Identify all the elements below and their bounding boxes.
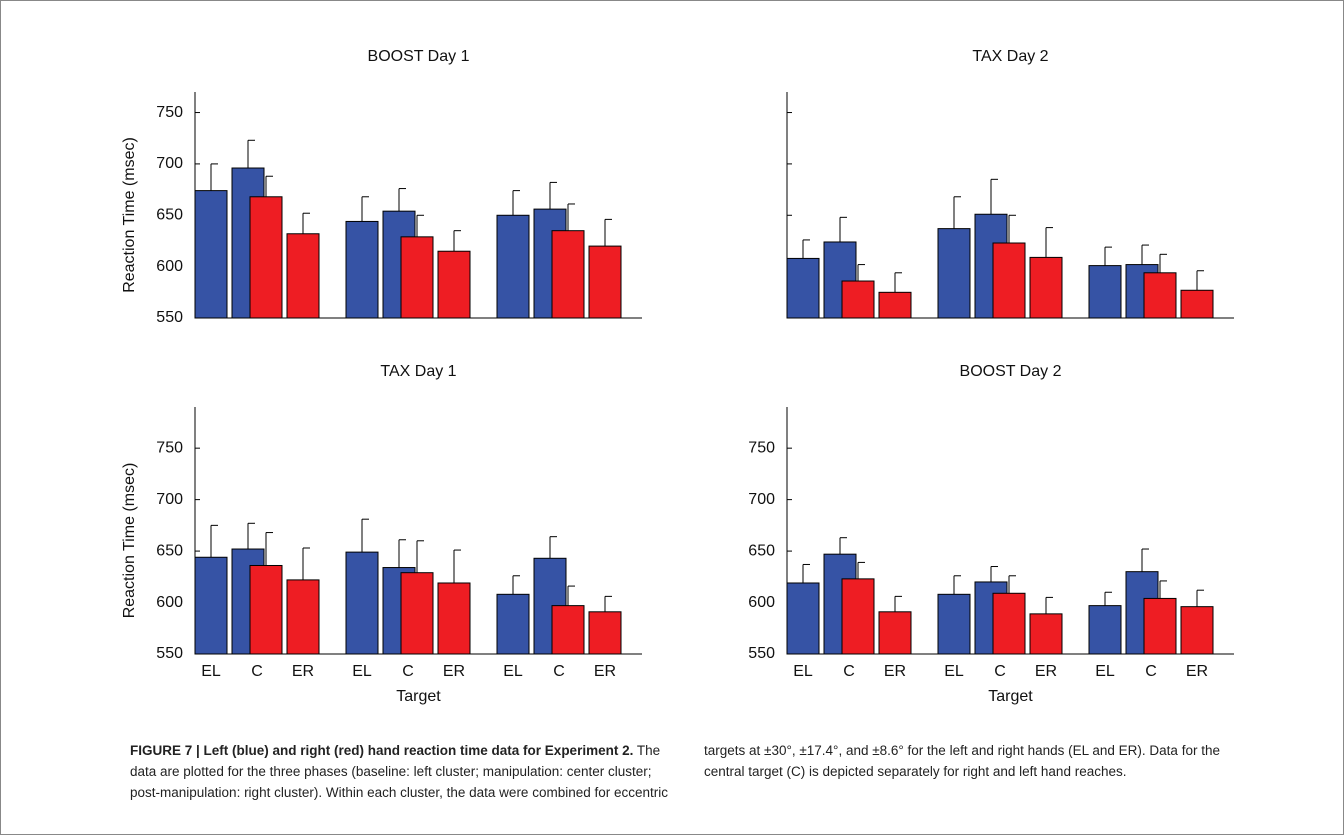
y-tick-label: 750 — [156, 104, 183, 121]
x-tick-label: ER — [443, 663, 465, 680]
x-axis-label: Target — [396, 688, 441, 705]
bar — [1088, 605, 1122, 655]
bar — [992, 242, 1026, 319]
bar — [437, 582, 471, 655]
x-tick-label: EL — [503, 663, 523, 680]
bar — [437, 250, 471, 319]
y-tick-label: 750 — [156, 439, 183, 456]
bar — [1029, 256, 1063, 319]
bar — [841, 578, 875, 655]
bar — [345, 220, 379, 319]
y-tick-label: 650 — [748, 542, 775, 559]
bar — [249, 196, 283, 319]
bar — [286, 233, 320, 319]
panel-title: TAX Day 2 — [972, 48, 1048, 65]
bar — [878, 611, 912, 655]
bar — [551, 230, 585, 319]
x-tick-label: C — [402, 663, 414, 680]
bar — [1180, 289, 1214, 319]
caption-label: FIGURE 7 | Left (blue) and right (red) h… — [130, 743, 634, 758]
y-tick-label: 550 — [156, 309, 183, 326]
bar — [400, 572, 434, 655]
x-tick-label: ER — [1186, 663, 1208, 680]
x-axis-label: Target — [988, 688, 1033, 705]
x-tick-label: C — [994, 663, 1006, 680]
bar — [1088, 265, 1122, 319]
bar — [992, 592, 1026, 655]
y-tick-label: 550 — [156, 645, 183, 662]
x-tick-label: EL — [1095, 663, 1115, 680]
x-tick-label: EL — [352, 663, 372, 680]
x-tick-label: ER — [594, 663, 616, 680]
figure: BOOST Day 1 550 600 650 700 750 Reaction Time … — [121, 48, 1234, 705]
bar — [345, 551, 379, 655]
bar — [249, 564, 283, 655]
y-tick-label: 700 — [748, 491, 775, 508]
bar — [1029, 613, 1063, 655]
bar — [1180, 606, 1214, 655]
y-axis-label: Reaction Time (msec) — [121, 463, 138, 619]
x-tick-label: C — [251, 663, 263, 680]
bar — [588, 611, 622, 655]
panel-title: BOOST Day 2 — [960, 363, 1062, 380]
bar — [1143, 597, 1177, 655]
bar — [194, 556, 228, 655]
y-tick-label: 600 — [156, 258, 183, 275]
x-tick-label: ER — [292, 663, 314, 680]
y-tick-label: 750 — [748, 439, 775, 456]
panel-title: TAX Day 1 — [380, 363, 456, 380]
bar — [1143, 272, 1177, 319]
x-tick-label: ER — [1035, 663, 1057, 680]
x-tick-label: EL — [201, 663, 221, 680]
caption: FIGURE 7 | Left (blue) and right (red) h… — [130, 740, 1242, 803]
bar — [400, 236, 434, 319]
bar — [841, 280, 875, 319]
bar — [496, 214, 530, 319]
y-tick-label: 700 — [156, 155, 183, 172]
x-tick-label: C — [843, 663, 855, 680]
y-tick-label: 650 — [156, 542, 183, 559]
bar — [878, 291, 912, 319]
bar — [551, 605, 585, 655]
bar — [937, 228, 971, 319]
y-tick-label: 700 — [156, 491, 183, 508]
y-tick-label: 550 — [748, 645, 775, 662]
bar — [937, 593, 971, 655]
y-tick-label: 600 — [748, 594, 775, 611]
x-tick-label: EL — [793, 663, 813, 680]
x-tick-label: ER — [884, 663, 906, 680]
bar — [588, 245, 622, 319]
bar — [286, 579, 320, 655]
caption-text: The data are plotted for the three phase… — [130, 743, 1220, 800]
x-tick-label: C — [553, 663, 565, 680]
bar — [786, 257, 820, 319]
x-tick-label: EL — [944, 663, 964, 680]
panel-title: BOOST Day 1 — [368, 48, 470, 65]
y-tick-label: 600 — [156, 594, 183, 611]
bar — [496, 593, 530, 655]
y-tick-label: 650 — [156, 206, 183, 223]
y-axis-label: Reaction Time (msec) — [121, 137, 138, 293]
bar — [194, 190, 228, 319]
bar — [786, 582, 820, 655]
x-tick-label: C — [1145, 663, 1157, 680]
